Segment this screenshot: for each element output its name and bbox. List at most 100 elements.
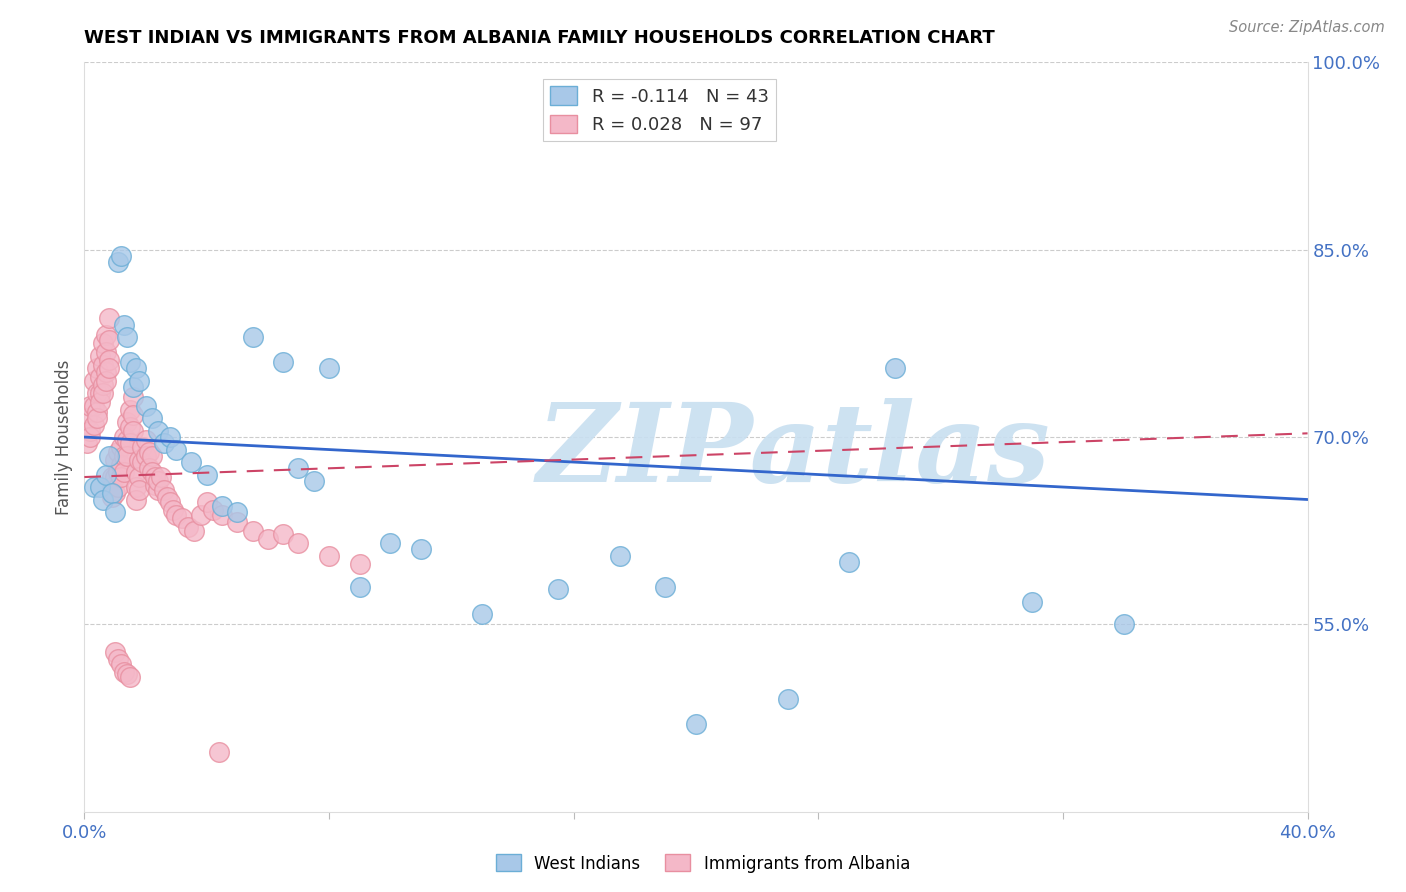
Point: [146, 474, 169, 488]
Point: [83, 480, 105, 494]
Point: [104, 486, 127, 500]
Point: [83, 374, 105, 388]
Point: [97, 311, 120, 326]
Point: [86, 386, 108, 401]
Text: Source: ZipAtlas.com: Source: ZipAtlas.com: [1229, 20, 1385, 35]
Point: [91, 492, 114, 507]
Point: [101, 470, 124, 484]
Point: [471, 607, 494, 622]
Point: [146, 483, 169, 497]
Point: [122, 380, 145, 394]
Point: [83, 399, 105, 413]
Point: [146, 424, 169, 438]
Point: [143, 470, 166, 484]
Point: [97, 361, 120, 376]
Point: [208, 745, 231, 759]
Point: [89, 480, 111, 494]
Point: [128, 470, 150, 484]
Point: [271, 527, 294, 541]
Point: [104, 452, 127, 467]
Point: [83, 417, 105, 432]
Point: [120, 402, 142, 417]
Point: [94, 345, 117, 359]
Point: [318, 361, 340, 376]
Point: [91, 336, 114, 351]
Point: [115, 415, 138, 429]
Point: [86, 361, 108, 376]
Point: [107, 445, 129, 459]
Point: [122, 408, 145, 422]
Point: [125, 492, 148, 507]
Point: [162, 502, 184, 516]
Point: [101, 480, 124, 494]
Point: [195, 467, 218, 482]
Point: [547, 582, 569, 597]
Point: [287, 536, 309, 550]
Point: [79, 399, 101, 413]
Point: [112, 465, 135, 479]
Point: [159, 430, 181, 444]
Point: [76, 411, 98, 425]
Point: [128, 483, 150, 497]
Point: [110, 657, 132, 672]
Point: [242, 330, 264, 344]
Point: [138, 445, 160, 459]
Point: [94, 374, 117, 388]
Point: [107, 255, 129, 269]
Point: [76, 436, 98, 450]
Point: [141, 449, 163, 463]
Point: [110, 470, 132, 484]
Point: [89, 386, 111, 401]
Point: [183, 524, 205, 538]
Point: [125, 465, 148, 479]
Point: [1114, 617, 1136, 632]
Point: [128, 374, 150, 388]
Y-axis label: Family Households: Family Households: [55, 359, 73, 515]
Point: [349, 558, 371, 572]
Point: [609, 549, 631, 563]
Point: [91, 377, 114, 392]
Point: [115, 667, 138, 681]
Point: [104, 645, 127, 659]
Point: [226, 505, 249, 519]
Point: [318, 549, 340, 563]
Point: [883, 361, 905, 376]
Point: [211, 508, 233, 522]
Point: [120, 355, 142, 369]
Text: WEST INDIAN VS IMMIGRANTS FROM ALBANIA FAMILY HOUSEHOLDS CORRELATION CHART: WEST INDIAN VS IMMIGRANTS FROM ALBANIA F…: [84, 29, 995, 47]
Point: [122, 390, 145, 404]
Point: [141, 465, 163, 479]
Point: [135, 399, 157, 413]
Point: [131, 440, 153, 454]
Point: [165, 442, 187, 457]
Point: [271, 355, 294, 369]
Point: [776, 692, 799, 706]
Point: [101, 486, 124, 500]
Point: [125, 361, 148, 376]
Point: [195, 495, 218, 509]
Point: [654, 580, 676, 594]
Point: [94, 467, 117, 482]
Point: [122, 424, 145, 438]
Point: [79, 430, 101, 444]
Point: [89, 370, 111, 384]
Point: [135, 433, 157, 447]
Point: [112, 665, 135, 679]
Point: [97, 352, 120, 367]
Point: [94, 327, 117, 342]
Point: [125, 480, 148, 494]
Point: [107, 652, 129, 666]
Point: [1021, 595, 1043, 609]
Point: [104, 505, 127, 519]
Point: [112, 318, 135, 332]
Point: [128, 452, 150, 467]
Point: [94, 365, 117, 379]
Point: [159, 495, 181, 509]
Text: ZIPatlas: ZIPatlas: [537, 399, 1050, 506]
Legend: West Indians, Immigrants from Albania: West Indians, Immigrants from Albania: [489, 847, 917, 880]
Point: [120, 420, 142, 434]
Point: [112, 430, 135, 444]
Point: [143, 477, 166, 491]
Point: [211, 499, 233, 513]
Point: [172, 511, 194, 525]
